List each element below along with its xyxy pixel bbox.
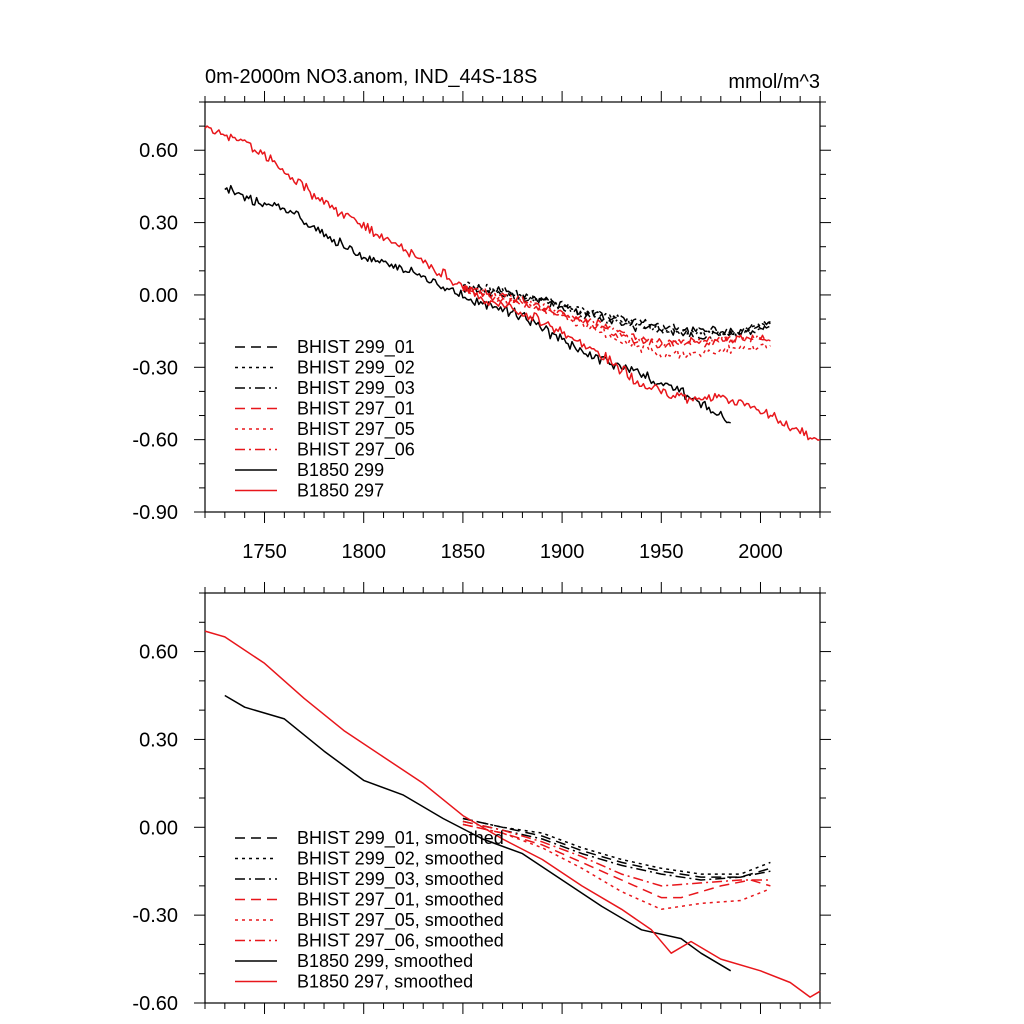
series-line-bhist-299-02-smoothed [462,817,771,875]
y-tick-label: -0.90 [132,502,178,524]
legend-label-bhist-299-01: BHIST 299_01 [297,337,415,358]
y-tick-label: 0.60 [139,642,178,664]
series-line-bhist-297-05 [462,288,771,359]
y-tick-label: -0.30 [132,357,178,379]
top-x-tick-labels: 1750 1800 1850 1900 1950 2000 [242,541,782,563]
series-line-bhist-297-06-smoothed [462,820,771,887]
legend-label-b1850-299: B1850 299 [297,460,384,480]
x-tick-label: 1850 [441,541,486,563]
legend-label-bhist-297-06-smoothed: BHIST 297_06, smoothed [297,931,504,952]
series-line-bhist-299-01 [462,284,771,336]
series-line-b1850-299 [224,184,731,424]
y-tick-label: -0.60 [132,993,178,1015]
series-line-bhist-297-05-smoothed [462,823,771,911]
legend-label-bhist-299-01-smoothed: BHIST 299_01, smoothed [297,828,504,849]
y-tick-label: 0.60 [139,140,178,162]
legend-label-bhist-297-05: BHIST 297_05 [297,419,415,440]
legend-label-bhist-299-02-smoothed: BHIST 299_02, smoothed [297,849,504,870]
x-tick-label: 1900 [540,541,585,563]
legend-label-bhist-297-06: BHIST 297_06 [297,440,415,461]
series-line-b1850-299-smoothed [224,694,732,972]
chart-title: 0m-2000m NO3.anom, IND_44S-18S [205,66,537,88]
legend-label-bhist-299-02: BHIST 299_02 [297,358,415,379]
y-tick-label: 0.30 [139,213,178,235]
legend-label-bhist-299-03: BHIST 299_03 [297,378,415,399]
legend-label-bhist-297-01: BHIST 297_01 [297,399,415,420]
series-line-bhist-297-06 [462,284,771,348]
legend-label-b1850-297: B1850 297 [297,481,384,501]
top-ticks [194,91,831,523]
series-line-b1850-297-smoothed [204,630,821,998]
series-line-bhist-299-02 [462,280,771,339]
legend-label-bhist-297-01-smoothed: BHIST 297_01, smoothed [297,890,504,911]
x-tick-label: 1800 [341,541,386,563]
y-tick-label: -0.60 [132,430,178,452]
series-line-bhist-297-01-smoothed [462,823,771,899]
series-line-bhist-299-03 [462,285,771,340]
x-tick-label: 1750 [242,541,287,563]
series-line-b1850-297 [204,125,821,441]
bottom-series-lines [204,630,821,998]
y-tick-label: 0.00 [139,285,178,307]
legend-label-b1850-297-smoothed: B1850 297, smoothed [297,972,473,992]
top-y-tick-labels: 0.60 0.30 0.00 -0.30 -0.60 -0.90 [132,140,178,524]
bottom-ticks [194,582,831,1014]
top-panel: 0m-2000m NO3.anom, IND_44S-18S mmol/m^3 … [132,66,831,563]
series-line-bhist-299-01-smoothed [462,817,771,878]
x-tick-label: 2000 [738,541,783,563]
series-line-bhist-299-03-smoothed [462,820,771,881]
bottom-y-tick-labels: 0.60 0.30 0.00 -0.30 -0.60 [132,642,178,1015]
bottom-panel: 0.60 0.30 0.00 -0.30 -0.60 BHIST 299_01, smo… [132,582,831,1015]
units-label: mmol/m^3 [728,71,820,93]
legend-label-bhist-299-03-smoothed: BHIST 299_03, smoothed [297,869,504,890]
x-tick-label: 1950 [639,541,684,563]
top-series-lines [204,125,821,441]
legend-label-bhist-297-05-smoothed: BHIST 297_05, smoothed [297,910,504,931]
legend-label-b1850-299-smoothed: B1850 299, smoothed [297,951,473,971]
y-tick-label: -0.30 [132,905,178,927]
y-tick-label: 0.30 [139,729,178,751]
top-plot-frame [204,101,821,513]
y-tick-label: 0.00 [139,817,178,839]
